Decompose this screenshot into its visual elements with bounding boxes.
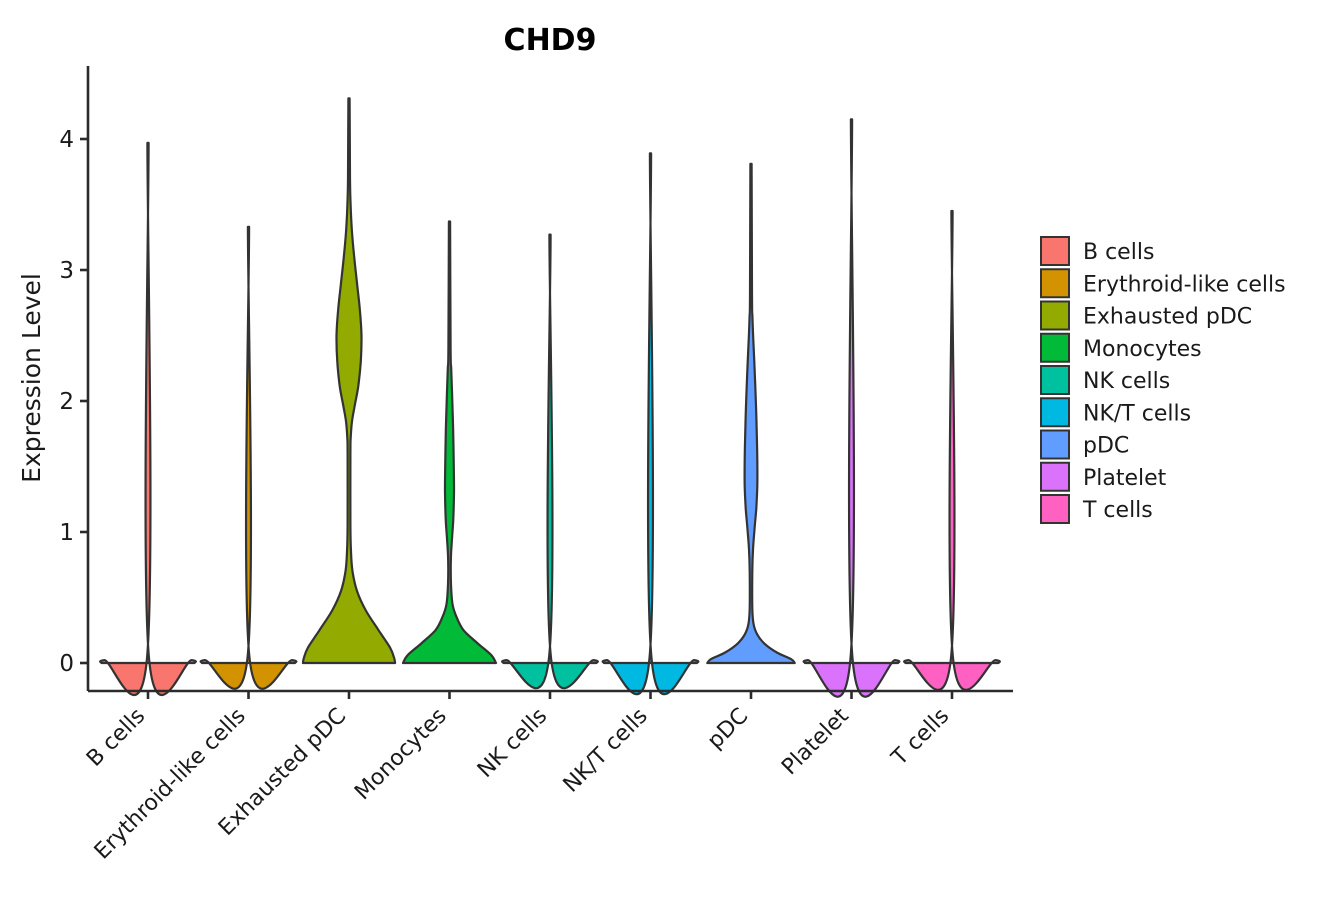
legend-item: pDC (1040, 429, 1129, 460)
legend: B cells Erythroid-like cells Exhausted pDC… (1040, 236, 1286, 524)
x-tick-label: pDC (703, 704, 753, 754)
legend-swatch (1040, 332, 1070, 363)
legend-item: B cells (1040, 236, 1154, 266)
violin-pdc (706, 162, 796, 665)
y-axis-ticks: 0 1 2 3 4 (59, 127, 88, 677)
legend-item: Erythroid-like cells (1040, 268, 1286, 299)
y-tick-label: 4 (59, 127, 74, 153)
x-tick-label: Platelet (777, 703, 854, 780)
y-tick-label: 2 (59, 389, 74, 415)
x-tick-label: B cells (82, 704, 150, 772)
y-axis-label: Expression Level (17, 273, 46, 483)
violin-monocytes (401, 220, 498, 665)
legend-item: T cells (1040, 494, 1153, 524)
legend-swatch (1040, 429, 1070, 460)
legend-item: Monocytes (1040, 332, 1202, 363)
legend-item: NK/T cells (1040, 397, 1191, 428)
legend-item-label: Erythroid-like cells (1083, 272, 1286, 297)
x-tick-label: Monocytes (350, 704, 452, 806)
legend-item-label: Platelet (1083, 466, 1167, 491)
violin-platelet (802, 118, 901, 698)
violin-b-cells (99, 141, 197, 696)
legend-swatch (1040, 397, 1070, 428)
legend-item-label: NK cells (1083, 369, 1170, 394)
x-tick-label: NK cells (473, 704, 552, 783)
violin-nk-t-cells (601, 152, 700, 696)
legend-swatch (1040, 236, 1070, 266)
chart-title: CHD9 (504, 23, 597, 58)
legend-item: Exhausted pDC (1040, 300, 1252, 331)
y-tick-label: 1 (59, 520, 74, 546)
legend-swatch (1040, 461, 1070, 492)
legend-item-label: T cells (1082, 498, 1153, 523)
violin-nk-cells (501, 233, 599, 690)
legend-item-label: NK/T cells (1083, 401, 1191, 426)
legend-swatch (1040, 365, 1070, 395)
legend-item: Platelet (1040, 461, 1167, 492)
legend-item-label: B cells (1083, 240, 1154, 265)
violin-t-cells (903, 209, 1001, 691)
legend-swatch (1040, 300, 1070, 331)
legend-item-label: pDC (1083, 434, 1129, 459)
x-tick-label: T cells (887, 704, 955, 772)
legend-item-label: Monocytes (1083, 337, 1202, 362)
legend-swatch (1040, 494, 1070, 524)
legend-item-label: Exhausted pDC (1083, 305, 1252, 330)
violins-layer (99, 97, 1001, 698)
violin-exhausted-pdc (301, 97, 397, 665)
x-tick-label: NK/T cells (559, 704, 653, 798)
violin-erythroid-like-cells (199, 225, 298, 690)
legend-item: NK cells (1040, 365, 1170, 395)
y-tick-label: 0 (59, 651, 74, 677)
legend-swatch (1040, 268, 1070, 299)
y-tick-label: 3 (59, 258, 74, 284)
